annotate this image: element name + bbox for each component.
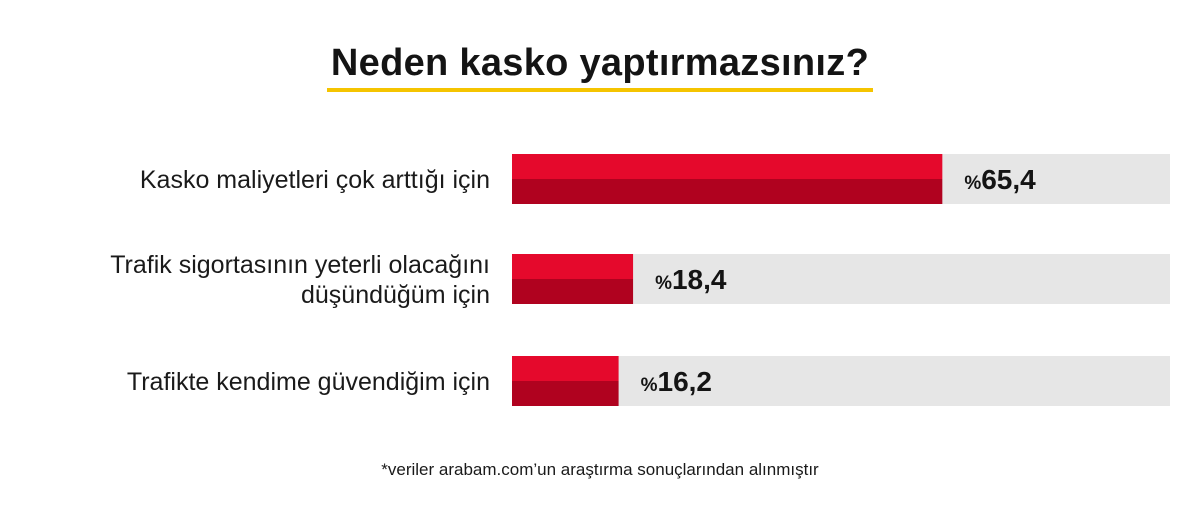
bar-row: Trafik sigortasının yeterli olacağını düş… (110, 251, 1170, 309)
chart-title: Neden kasko yaptırmazsınız? (326, 42, 874, 92)
category-label: Kasko maliyetleri çok arttığı için (140, 166, 490, 194)
value-label: %16,2 (641, 366, 712, 397)
value-label: %65,4 (964, 164, 1036, 195)
bar-track (512, 356, 1170, 406)
bar-row: Kasko maliyetleri çok arttığı için %65,4 (140, 154, 1170, 204)
footnote: *veriler arabam.com’un araştırma sonuçla… (381, 460, 819, 479)
value-label: %18,4 (655, 264, 727, 295)
bar-shade (512, 381, 619, 406)
bar (512, 154, 943, 179)
title-container: Neden kasko yaptırmazsınız? (0, 42, 1200, 92)
bar-shade (512, 279, 634, 304)
bar (512, 254, 634, 279)
category-label: Trafik sigortasının yeterli olacağını düş… (110, 251, 490, 309)
category-label: Trafikte kendime güvendiğim için (127, 368, 490, 396)
bar-shade (512, 179, 943, 204)
bar-row: Trafikte kendime güvendiğim için %16,2 (127, 356, 1170, 406)
bar (512, 356, 619, 381)
